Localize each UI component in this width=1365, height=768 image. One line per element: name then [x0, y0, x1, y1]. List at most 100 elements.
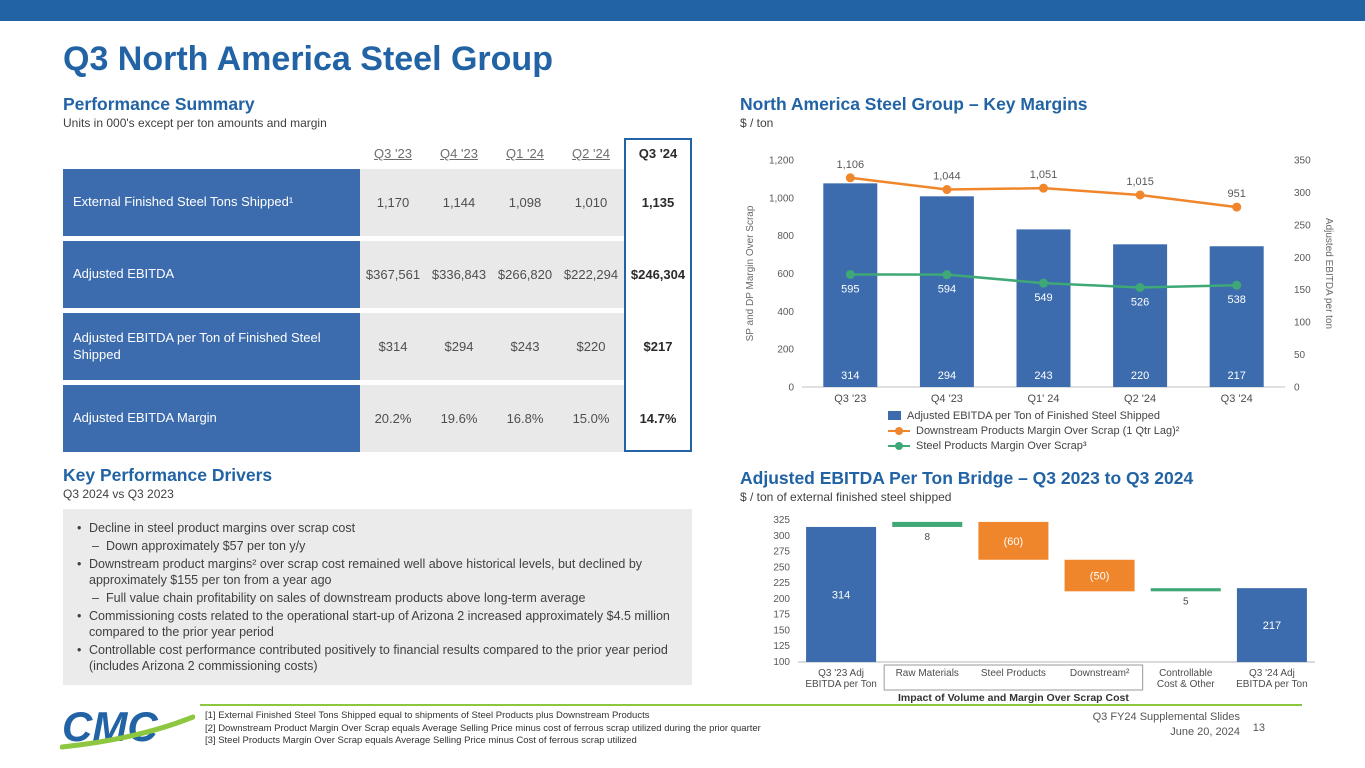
svg-text:300: 300	[1294, 188, 1311, 199]
key-margins-chart-subtitle: $ / ton	[740, 116, 774, 131]
svg-text:314: 314	[832, 590, 850, 602]
column-header-q1-24: Q1 '24	[506, 146, 544, 162]
svg-text:600: 600	[777, 269, 794, 280]
key-performance-drivers-subtitle: Q3 2024 vs Q3 2023	[63, 487, 174, 502]
page-number: 13	[1252, 722, 1265, 734]
cell-value: $222,294	[558, 241, 624, 309]
svg-text:0: 0	[1294, 383, 1300, 394]
key-performance-drivers-heading: Key Performance Drivers	[63, 465, 273, 486]
cell-value: $220	[558, 313, 624, 381]
cell-value: $336,843	[426, 241, 492, 309]
cell-value: $294	[426, 313, 492, 381]
svg-text:Q2 '24: Q2 '24	[1124, 393, 1156, 405]
performance-summary-heading: Performance Summary	[63, 94, 255, 114]
svg-text:5: 5	[1183, 596, 1189, 607]
cell-value: 19.6%	[426, 385, 492, 453]
cell-value: 1,170	[360, 169, 426, 237]
svg-text:314: 314	[841, 370, 859, 382]
chart-legend: Adjusted EBITDA per Ton of Finished Stee…	[888, 408, 1350, 453]
svg-text:Downstream²: Downstream²	[1070, 668, 1130, 679]
cell-value: 1,098	[492, 169, 558, 237]
left-column: Performance Summary Units in 000's excep…	[63, 94, 695, 686]
cell-value-current: $217	[624, 313, 692, 381]
svg-text:250: 250	[773, 562, 790, 573]
svg-text:225: 225	[773, 578, 790, 589]
cmc-logo-swoosh	[60, 714, 195, 750]
performance-summary-subtitle: Units in 000's except per ton amounts an…	[63, 116, 327, 131]
svg-text:217: 217	[1263, 620, 1281, 632]
svg-text:595: 595	[841, 283, 859, 295]
legend-item-steel-margin: Steel Products Margin Over Scrap³	[888, 438, 1350, 453]
cell-value-current: 1,135	[624, 169, 692, 237]
legend-label: Adjusted EBITDA per Ton of Finished Stee…	[907, 409, 1160, 422]
svg-text:(50): (50)	[1090, 571, 1110, 583]
svg-text:217: 217	[1228, 370, 1246, 382]
sub-bullet-item: Full value chain profitability on sales …	[75, 590, 680, 606]
column-header-q3-23: Q3 '23	[374, 146, 412, 162]
svg-text:1,051: 1,051	[1030, 169, 1058, 181]
svg-text:250: 250	[1294, 220, 1311, 231]
svg-text:200: 200	[777, 345, 794, 356]
svg-text:951: 951	[1228, 188, 1246, 200]
svg-text:200: 200	[1294, 253, 1311, 264]
svg-text:538: 538	[1228, 294, 1246, 306]
row-label: External Finished Steel Tons Shipped¹	[63, 169, 360, 237]
svg-text:150: 150	[1294, 285, 1311, 296]
table-row-ebitda-margin: Adjusted EBITDA Margin 20.2% 19.6% 16.8%…	[63, 385, 692, 453]
svg-text:150: 150	[773, 626, 790, 637]
svg-text:(60): (60)	[1004, 536, 1024, 548]
svg-text:8: 8	[924, 532, 930, 543]
table-header-row: Q3 '23 Q4 '23 Q1 '24 Q2 '24 Q3 '24	[63, 138, 692, 164]
svg-text:Q3 '24: Q3 '24	[1221, 393, 1253, 405]
column-header-q2-24: Q2 '24	[572, 146, 610, 162]
bullet-item: Commissioning costs related to the opera…	[75, 608, 680, 640]
cell-value-current: 14.7%	[624, 385, 692, 453]
svg-text:1,106: 1,106	[837, 159, 865, 171]
footer-divider-line	[200, 704, 1302, 706]
legend-label: Steel Products Margin Over Scrap³	[916, 439, 1087, 452]
svg-text:1,200: 1,200	[769, 156, 794, 167]
svg-text:526: 526	[1131, 297, 1149, 309]
cell-value: 1,010	[558, 169, 624, 237]
ebitda-bridge-waterfall-chart: 100 125 150 175 200 225 250 275 300 325 314 Q3 '23 …	[773, 515, 1315, 704]
svg-text:Q4 '23: Q4 '23	[931, 393, 963, 405]
svg-text:1,044: 1,044	[933, 171, 961, 183]
svg-text:100: 100	[773, 657, 790, 668]
svg-text:100: 100	[1294, 318, 1311, 329]
bullet-item: Decline in steel product margins over sc…	[75, 520, 680, 536]
right-column: North America Steel Group – Key Margins …	[740, 94, 1350, 712]
slide-title: Q3 North America Steel Group	[63, 40, 553, 78]
ebitda-bridge-chart-subtitle: $ / ton of external finished steel shipp…	[740, 490, 952, 505]
footnote-1: [1] External Finished Steel Tons Shipped…	[205, 710, 650, 721]
svg-text:243: 243	[1034, 370, 1052, 382]
svg-text:1,015: 1,015	[1126, 176, 1154, 188]
footer-deck-info: Q3 FY24 Supplemental Slides June 20, 202…	[1093, 710, 1240, 740]
cmc-logo: CMC	[60, 703, 195, 750]
table-row-tons-shipped: External Finished Steel Tons Shipped¹ 1,…	[63, 169, 692, 237]
bullet-item: Controllable cost performance contribute…	[75, 642, 680, 674]
row-label: Adjusted EBITDA Margin	[63, 385, 360, 453]
svg-text:400: 400	[777, 307, 794, 318]
svg-text:275: 275	[773, 547, 790, 558]
svg-text:50: 50	[1294, 350, 1306, 361]
svg-text:1,000: 1,000	[769, 193, 794, 204]
legend-orange-line-icon	[888, 426, 910, 436]
legend-bar-swatch-icon	[888, 411, 901, 421]
svg-text:594: 594	[938, 284, 956, 296]
svg-text:Adjusted EBITDA per ton: Adjusted EBITDA per ton	[1323, 218, 1334, 329]
svg-text:325: 325	[773, 515, 790, 526]
row-label: Adjusted EBITDA per Ton of Finished Stee…	[63, 313, 360, 381]
svg-text:Impact of Volume and Margin Ov: Impact of Volume and Margin Over Scrap C…	[898, 692, 1129, 704]
svg-text:125: 125	[773, 641, 790, 652]
svg-text:800: 800	[777, 231, 794, 242]
sub-bullet-item: Down approximately $57 per ton y/y	[75, 538, 680, 554]
cell-value: $266,820	[492, 241, 558, 309]
footnote-3: [3] Steel Products Margin Over Scrap equ…	[205, 735, 637, 747]
footnotes: [1] External Finished Steel Tons Shipped…	[205, 710, 761, 748]
svg-text:Q1' 24: Q1' 24	[1027, 393, 1059, 405]
table-row-ebitda-per-ton: Adjusted EBITDA per Ton of Finished Stee…	[63, 313, 692, 381]
svg-text:0: 0	[788, 383, 794, 394]
